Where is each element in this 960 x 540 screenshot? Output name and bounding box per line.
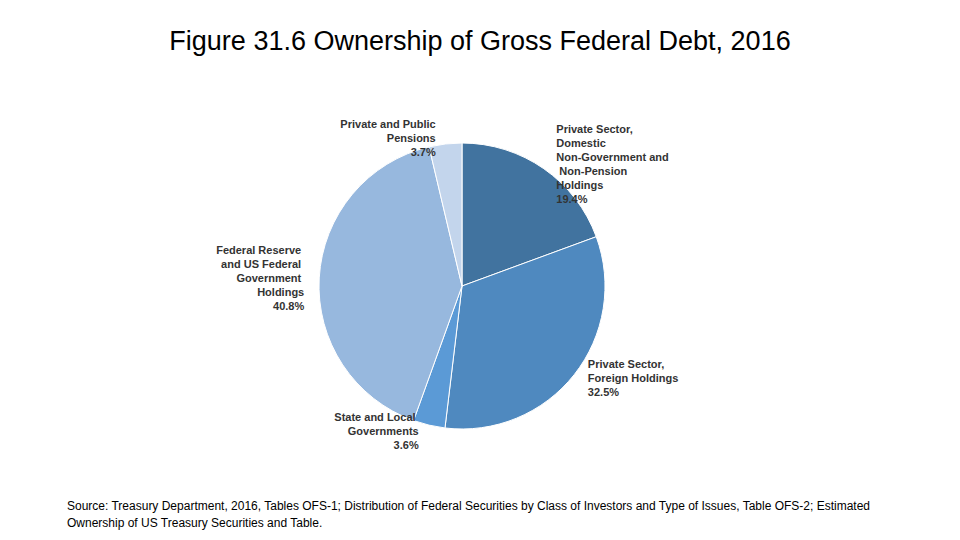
svg-text:Private Sector,: Private Sector, xyxy=(588,358,668,370)
svg-text:Non-Government and: Non-Government and xyxy=(556,151,668,163)
svg-text:Holdings: Holdings xyxy=(556,179,603,191)
svg-text:Government: Government xyxy=(236,272,304,284)
svg-text:3.6%: 3.6% xyxy=(394,439,419,451)
svg-text:Foreign Holdings: Foreign Holdings xyxy=(588,372,678,384)
svg-text:Non-Pension: Non-Pension xyxy=(556,165,630,177)
svg-text:3.7%: 3.7% xyxy=(411,146,436,158)
svg-text:Pensions: Pensions xyxy=(384,132,436,144)
svg-text:19.4%: 19.4% xyxy=(556,193,587,205)
svg-text:State and Local: State and Local xyxy=(334,411,418,423)
svg-text:Governments: Governments xyxy=(348,425,419,437)
svg-text:and US Federal: and US Federal xyxy=(221,258,304,270)
svg-text:Domestic: Domestic xyxy=(556,137,609,149)
svg-text:32.5%: 32.5% xyxy=(588,386,619,398)
svg-text:Private Sector,: Private Sector, xyxy=(556,123,636,135)
svg-text:40.8%: 40.8% xyxy=(273,300,304,312)
svg-text:Figure 31.6 Ownership of Gross: Figure 31.6 Ownership of Gross Federal D… xyxy=(169,26,790,56)
svg-text:Source: Treasury Department, 2: Source: Treasury Department, 2016, Table… xyxy=(67,499,873,513)
svg-text:Private and Public: Private and Public xyxy=(340,118,435,130)
svg-text:Ownership of US Treasury Secur: Ownership of US Treasury Securities and … xyxy=(67,516,322,530)
svg-text:Holdings: Holdings xyxy=(257,286,304,298)
svg-text:Federal Reserve: Federal Reserve xyxy=(216,244,304,256)
